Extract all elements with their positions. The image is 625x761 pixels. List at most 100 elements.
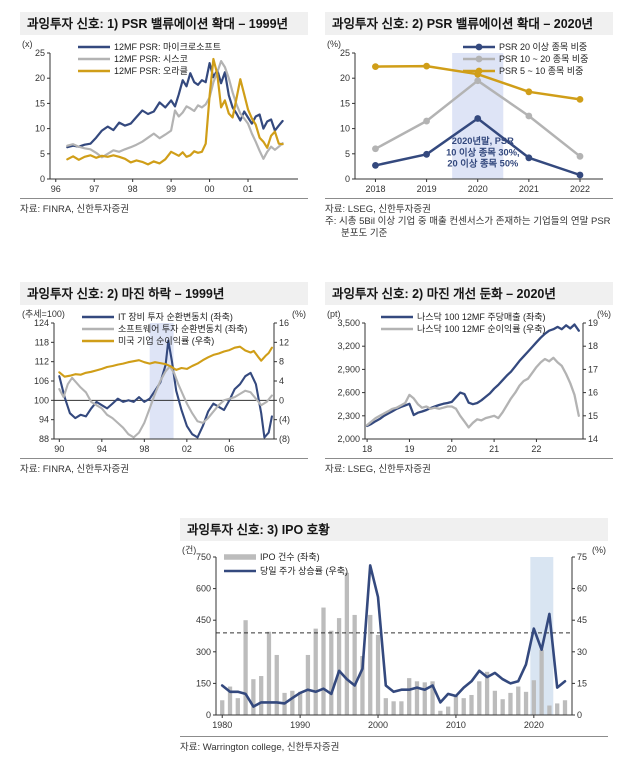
svg-text:01: 01 <box>243 184 253 194</box>
svg-text:PSR 5 ~ 10 종목 비중: PSR 5 ~ 10 종목 비중 <box>499 66 583 76</box>
svg-text:10 이상 종목 30%,: 10 이상 종목 30%, <box>446 146 520 157</box>
svg-text:124: 124 <box>34 318 49 328</box>
svg-text:15: 15 <box>588 411 598 421</box>
svg-text:(8): (8) <box>279 434 290 444</box>
svg-text:2018: 2018 <box>365 184 385 194</box>
svg-text:06: 06 <box>224 444 234 454</box>
svg-text:19: 19 <box>588 318 598 328</box>
psr-1999-line-chart: 0 5 10 15 20 25 96 97 98 99 00 01 (x) 12MF PSR: 마이크로소… <box>22 39 298 194</box>
svg-text:1990: 1990 <box>290 720 310 730</box>
svg-text:(pt): (pt) <box>327 309 341 319</box>
svg-text:20: 20 <box>35 73 45 83</box>
chart-panel-margin-2020: 과잉투자 신호: 2) 마진 개선 둔화 – 2020년 2,000 2,300 2… <box>325 282 613 475</box>
svg-text:25: 25 <box>35 48 45 58</box>
svg-text:0: 0 <box>206 710 211 720</box>
svg-text:99: 99 <box>166 184 176 194</box>
svg-text:60: 60 <box>577 584 587 594</box>
svg-text:15: 15 <box>35 98 45 108</box>
chart-source: 자료: LSEG, 신한투자증권 <box>325 458 613 475</box>
svg-text:90: 90 <box>54 444 64 454</box>
svg-text:(%): (%) <box>292 309 306 319</box>
svg-text:2,600: 2,600 <box>337 388 360 398</box>
svg-text:450: 450 <box>196 615 211 625</box>
svg-text:2,300: 2,300 <box>337 411 360 421</box>
svg-text:600: 600 <box>196 584 211 594</box>
svg-text:0: 0 <box>577 710 582 720</box>
svg-text:12: 12 <box>279 337 289 347</box>
svg-text:20 이상 종목 50%: 20 이상 종목 50% <box>447 157 519 168</box>
svg-text:2,000: 2,000 <box>337 434 360 444</box>
svg-text:PSR 10 ~ 20 종목 비중: PSR 10 ~ 20 종목 비중 <box>499 54 588 64</box>
svg-text:PSR 20 이상 종목 비중: PSR 20 이상 종목 비중 <box>499 42 587 52</box>
chart-source: 자료: Warrington college, 신한투자증권 <box>180 736 608 753</box>
svg-text:2019: 2019 <box>417 184 437 194</box>
svg-text:25: 25 <box>340 48 350 58</box>
svg-text:2000: 2000 <box>368 720 388 730</box>
svg-text:미국 기업 순이익률 (우축): 미국 기업 순이익률 (우축) <box>118 335 214 346</box>
svg-text:112: 112 <box>35 357 49 367</box>
svg-text:(%): (%) <box>597 309 611 319</box>
svg-text:2020: 2020 <box>468 184 488 194</box>
svg-text:나스닥 100 12MF 순이익률 (우축): 나스닥 100 12MF 순이익률 (우축) <box>417 323 546 334</box>
svg-text:소프트웨어 투자 순환변동치 (좌축): 소프트웨어 투자 순환변동치 (좌축) <box>118 323 247 334</box>
svg-text:2020: 2020 <box>524 720 544 730</box>
svg-text:3,500: 3,500 <box>337 318 360 328</box>
svg-text:150: 150 <box>196 678 211 688</box>
svg-text:0: 0 <box>345 174 350 184</box>
svg-text:94: 94 <box>39 415 49 425</box>
svg-text:8: 8 <box>279 357 284 367</box>
svg-text:0: 0 <box>279 395 284 405</box>
svg-text:(x): (x) <box>22 39 33 49</box>
svg-text:00: 00 <box>205 184 215 194</box>
svg-text:2020년말, PSR: 2020년말, PSR <box>452 135 514 146</box>
chart-panel-ipo-boom: 과잉투자 신호: 3) IPO 호황 0 150 300 450 600 750 0 15 30… <box>180 518 608 753</box>
svg-text:02: 02 <box>182 444 192 454</box>
ipo-boom-bar-line-chart: 0 150 300 450 600 750 0 15 30 45 60 75 1980 1990 2000 2… <box>182 545 606 730</box>
svg-text:21: 21 <box>489 444 499 454</box>
svg-text:94: 94 <box>97 444 107 454</box>
svg-text:3,200: 3,200 <box>337 341 360 351</box>
svg-text:300: 300 <box>196 647 211 657</box>
svg-text:106: 106 <box>34 376 49 386</box>
svg-text:100: 100 <box>34 395 49 405</box>
svg-text:18: 18 <box>588 341 598 351</box>
svg-text:2010: 2010 <box>446 720 466 730</box>
margin-1999-line-chart: 88 94 100 106 112 118 124 (8) (4) 0 4 8 12 16 90 94 98 02… <box>22 309 306 454</box>
svg-text:15: 15 <box>577 678 587 688</box>
svg-text:IPO 건수 (좌축): IPO 건수 (좌축) <box>260 552 320 562</box>
svg-text:2,900: 2,900 <box>337 364 360 374</box>
chart-title: 과잉투자 신호: 2) 마진 하락 – 1999년 <box>20 282 308 305</box>
svg-text:750: 750 <box>196 552 211 562</box>
chart-source: 자료: FINRA, 신한투자증권 <box>20 458 308 475</box>
svg-text:19: 19 <box>404 444 414 454</box>
margin-2020-line-chart: 2,000 2,300 2,600 2,900 3,200 3,500 14 15 16 17 18… <box>327 309 611 454</box>
chart-title: 과잉투자 신호: 3) IPO 호황 <box>180 518 608 541</box>
svg-text:16: 16 <box>279 318 289 328</box>
chart-source: 자료: FINRA, 신한투자증권 <box>20 198 308 215</box>
svg-text:75: 75 <box>577 552 587 562</box>
svg-text:17: 17 <box>588 364 598 374</box>
svg-text:2021: 2021 <box>519 184 539 194</box>
svg-text:14: 14 <box>588 434 598 444</box>
svg-text:22: 22 <box>531 444 541 454</box>
svg-text:당일 주가 상승률 (우축): 당일 주가 상승률 (우축) <box>260 566 348 576</box>
svg-text:30: 30 <box>577 647 587 657</box>
svg-text:96: 96 <box>51 184 61 194</box>
svg-text:(추세=100): (추세=100) <box>22 309 65 319</box>
svg-text:118: 118 <box>35 337 49 347</box>
svg-text:12MF PSR: 시스코: 12MF PSR: 시스코 <box>114 54 188 64</box>
svg-text:(건): (건) <box>182 545 196 555</box>
chart-title: 과잉투자 신호: 1) PSR 밸류에이션 확대 – 1999년 <box>20 12 308 35</box>
svg-text:5: 5 <box>345 149 350 159</box>
svg-text:88: 88 <box>39 434 49 444</box>
svg-text:나스닥 100 12MF 주당매출 (좌축): 나스닥 100 12MF 주당매출 (좌축) <box>417 312 546 322</box>
chart-note: 주: 시총 5Bil 이상 기업 중 매출 컨센서스가 존재하는 기업들의 연말… <box>325 216 611 239</box>
svg-text:(%): (%) <box>592 545 606 555</box>
svg-text:97: 97 <box>89 184 99 194</box>
svg-text:98: 98 <box>128 184 138 194</box>
chart-source: 자료: LSEG, 신한투자증권 <box>325 198 613 215</box>
svg-text:(4): (4) <box>279 415 290 425</box>
svg-text:18: 18 <box>362 444 372 454</box>
svg-text:0: 0 <box>40 174 45 184</box>
svg-text:20: 20 <box>340 73 350 83</box>
